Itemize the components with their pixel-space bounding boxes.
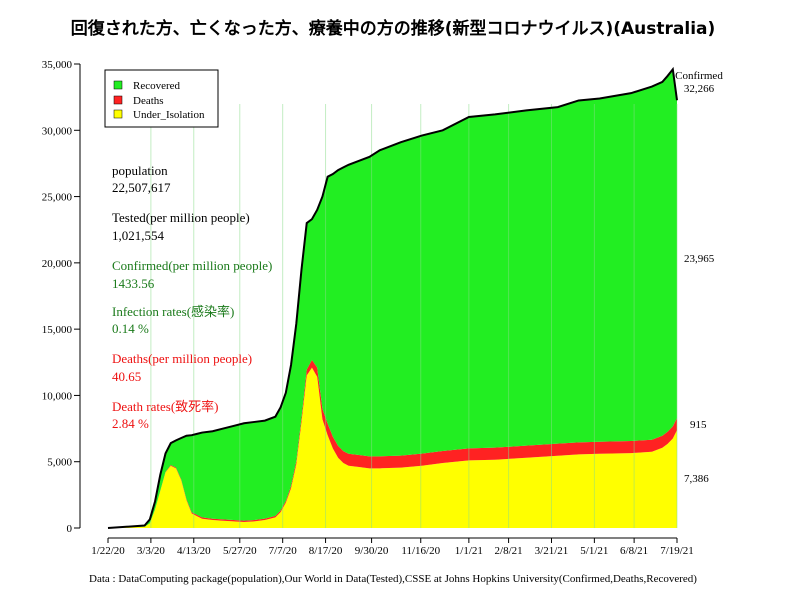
y-tick-label: 10,000 — [42, 390, 73, 402]
y-tick-label: 25,000 — [42, 192, 73, 204]
x-tick-label: 7/19/21 — [660, 545, 694, 557]
stat-deaths-value: 40.65 — [112, 369, 141, 384]
x-tick-label: 3/21/21 — [535, 545, 569, 557]
stat-tested-label: Tested(per million people) — [112, 210, 250, 225]
stat-deathrate-value: 2.84 % — [112, 416, 149, 431]
chart-title: 回復された方、亡くなった方、療養中の方の推移(新型コロナウイルス)(Austra… — [71, 18, 716, 39]
y-tick-label: 20,000 — [42, 258, 73, 270]
x-tick-label: 11/16/20 — [401, 545, 440, 557]
stat-deathrate-label: Death rates(致死率) — [112, 399, 219, 414]
end-value-confirmed: 32,266 — [684, 83, 715, 95]
stat-deaths-label: Deaths(per million people) — [112, 351, 252, 366]
stat-tested-value: 1,021,554 — [112, 228, 165, 243]
x-tick-label: 2/8/21 — [495, 545, 523, 557]
stat-confirmed-value: 1433.56 — [112, 276, 155, 291]
end-value-deaths: 915 — [690, 419, 707, 431]
x-tick-label: 1/22/20 — [91, 545, 125, 557]
y-tick-label: 30,000 — [42, 125, 73, 137]
stat-infection-label: Infection rates(感染率) — [112, 304, 234, 319]
deaths-area — [108, 359, 677, 528]
x-tick-label: 3/3/20 — [137, 545, 166, 557]
end-value-recovered: 23,965 — [684, 253, 715, 265]
isolation-area — [108, 367, 677, 528]
x-tick-label: 9/30/20 — [355, 545, 389, 557]
stat-confirmed-label: Confirmed(per million people) — [112, 258, 272, 273]
y-tick-label: 15,000 — [42, 324, 73, 336]
legend-swatch-deaths — [113, 95, 123, 105]
legend-box — [104, 69, 219, 128]
x-tick-label: 5/1/21 — [580, 545, 608, 557]
legend-swatch-recovered — [113, 80, 123, 90]
confirmed-line — [107, 66, 678, 529]
stat-population-value: 22,507,617 — [112, 180, 171, 195]
y-axis: 0 5,000 10,000 15,000 20,000 25,000 30,000 35,0… — [42, 59, 81, 535]
stat-population-label: population — [112, 163, 168, 178]
end-labels: Confirmed 32,266 23,965 915 7,386 — [675, 70, 723, 485]
legend-label-recovered: Recovered — [133, 80, 181, 92]
end-value-isolation: 7,386 — [684, 473, 709, 485]
y-tick-label: 0 — [67, 523, 73, 535]
stat-infection-value: 0.14 % — [112, 321, 149, 336]
legend: Recovered Deaths Under_Isolation — [104, 69, 219, 128]
x-tick-label: 1/1/21 — [455, 545, 483, 557]
stats-panel: population 22,507,617 Tested(per million… — [112, 163, 272, 431]
x-tick-label: 5/27/20 — [223, 545, 257, 557]
x-tick-label: 7/7/20 — [269, 545, 298, 557]
x-axis: 1/22/20 3/3/20 4/13/20 5/27/20 7/7/20 8/17/20… — [91, 537, 694, 557]
legend-label-isolation: Under_Isolation — [133, 109, 205, 121]
legend-swatch-isolation — [113, 109, 123, 119]
y-tick-label: 35,000 — [42, 59, 73, 71]
end-label-confirmed: Confirmed — [675, 70, 723, 82]
plot-area — [107, 66, 678, 529]
x-tick-label: 4/13/20 — [177, 545, 211, 557]
source-note: Data : DataComputing package(population)… — [89, 573, 697, 585]
y-tick-label: 5,000 — [47, 457, 72, 469]
x-tick-label: 6/8/21 — [620, 545, 648, 557]
x-tick-label: 8/17/20 — [309, 545, 343, 557]
recovered-area — [108, 69, 677, 528]
legend-label-deaths: Deaths — [133, 95, 164, 107]
